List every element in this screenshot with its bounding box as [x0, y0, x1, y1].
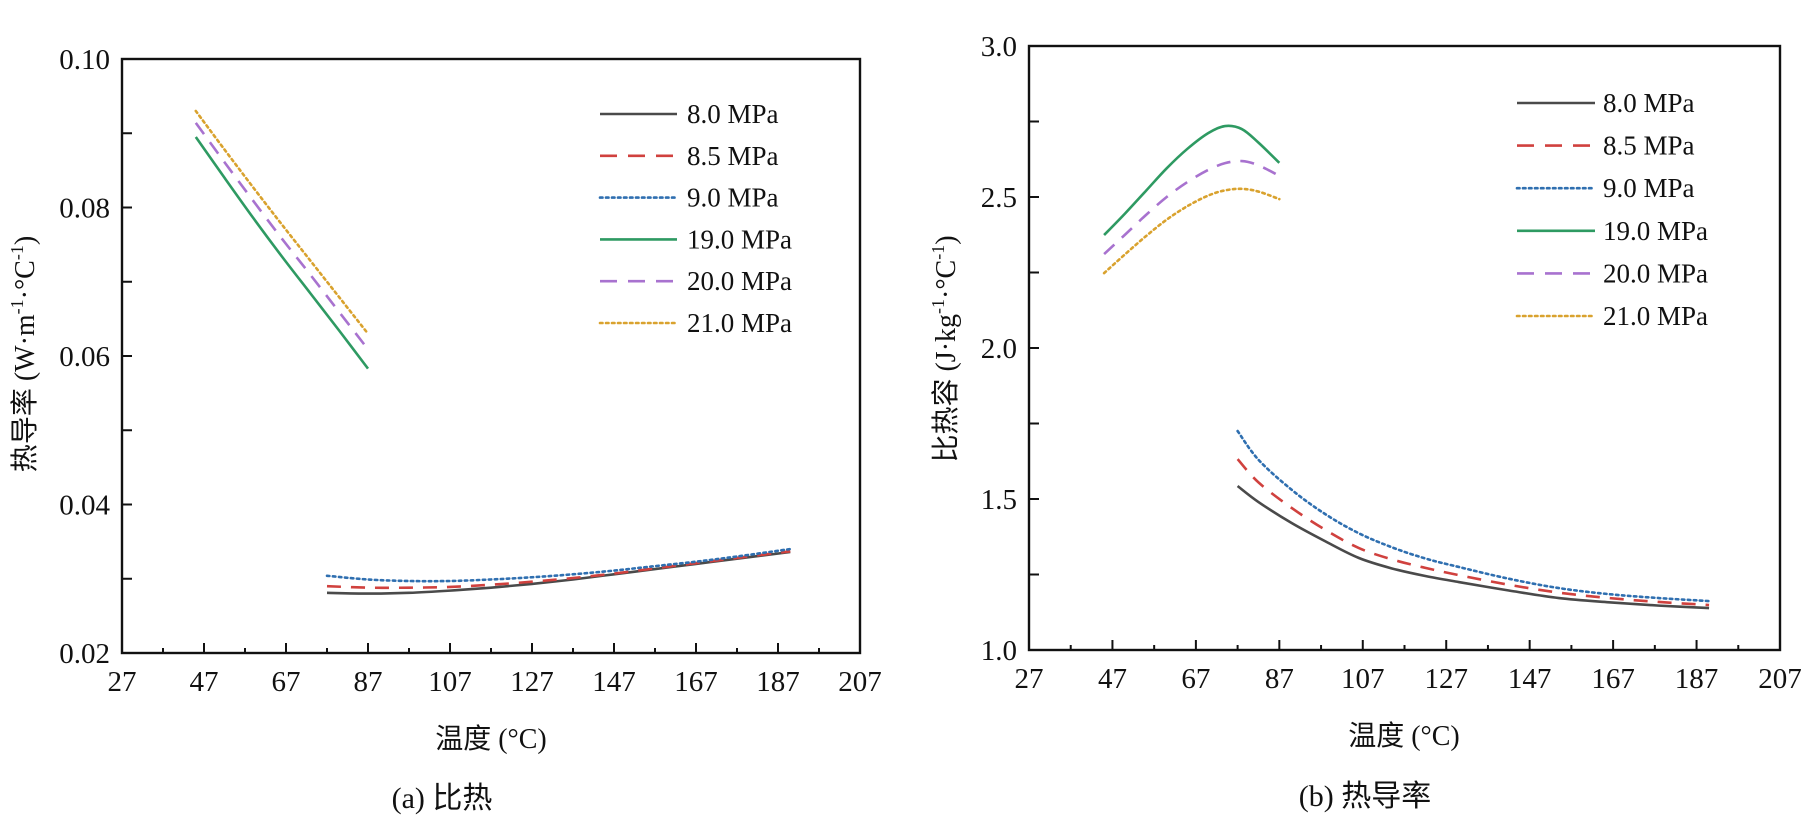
x-tick-label: 207: [1758, 663, 1802, 695]
legend-label: 19.0 MPa: [687, 224, 792, 254]
x-tick-label: 187: [1675, 663, 1719, 695]
x-tick-label: 87: [354, 666, 383, 698]
series-line-8_5-MPa: [1236, 458, 1710, 607]
y-axis-title-a-end: ): [10, 236, 41, 245]
y-tick-label: 1.5: [981, 484, 1017, 516]
series-line-19_0-MPa: [1103, 124, 1281, 236]
y-tick-label: 0.06: [59, 341, 110, 373]
x-tick-label: 47: [1098, 663, 1127, 695]
x-tick-label: 67: [1181, 663, 1210, 695]
series-line-8_0-MPa: [1236, 484, 1710, 610]
x-tick-label: 107: [428, 666, 472, 698]
y-tick-label: 1.0: [981, 635, 1017, 667]
y-axis-title-b-main: 比热容 (J·kg: [930, 314, 962, 463]
y-tick-label: 0.10: [59, 44, 110, 76]
x-tick-label: 47: [190, 666, 219, 698]
y-axis-title-a-mid: ·°C: [10, 260, 41, 299]
legend-b: 8.0 MPa 8.5 MPa 9.0 MPa 19.0 MPa 20.0 MPa 21.…: [1515, 88, 1708, 331]
legend-label: 9.0 MPa: [687, 183, 779, 213]
y-axis-title-a: 热导率 (W·m-1·°C-1): [7, 236, 41, 472]
x-tick-label: 127: [510, 666, 554, 698]
y-axis-title-a-sup1: -1: [7, 299, 27, 314]
x-tick-label: 167: [1591, 663, 1635, 695]
x-tick-label: 147: [592, 666, 636, 698]
x-axis-title-a: 温度 (°C): [435, 723, 547, 755]
x-axis-title-b: 温度 (°C): [1348, 720, 1460, 752]
series-line-21_0-MPa: [1102, 187, 1281, 275]
axis-ticks-b: [1028, 45, 1781, 651]
y-axis-title-a-main: 热导率 (W·m: [9, 314, 41, 472]
x-tick-label: 147: [1508, 663, 1552, 695]
series-line-20_0-MPa: [1103, 159, 1280, 256]
series-line-19_0-MPa: [194, 136, 370, 370]
legend-label: 9.0 MPa: [1603, 173, 1695, 203]
x-tick-label: 87: [1265, 663, 1294, 695]
x-tick-label: 107: [1341, 663, 1385, 695]
caption-b: (b) 热导率: [1299, 780, 1431, 813]
y-axis-title-b: 比热容 (J·kg-1·°C-1): [928, 235, 962, 462]
series-line-9_0-MPa: [325, 547, 792, 583]
legend-a: 8.0 MPa 8.5 MPa 9.0 MPa 19.0 MPa 20.0 MPa 21.…: [598, 99, 792, 338]
series-line-8_5-MPa: [326, 549, 791, 590]
legend-label: 8.5 MPa: [687, 141, 779, 171]
y-axis-title-b-end: ): [931, 235, 962, 244]
y-axis-title-a-sup2: -1: [7, 245, 27, 260]
x-tick-labels-b: 27 47 67 87 107 127 147 167 187 207: [1015, 663, 1802, 695]
chart-panel-b: 1.01.52.02.53.0 27 47 67 87 107 127 147 167 187 2…: [928, 31, 1802, 813]
y-tick-label: 3.0: [981, 31, 1017, 63]
x-tick-label: 27: [108, 666, 137, 698]
y-tick-label: 2.5: [981, 182, 1017, 214]
axis-ticks-a: [121, 58, 861, 654]
y-tick-labels-b: 1.0 1.5 2.0 2.5 3.0: [981, 31, 1017, 667]
x-tick-label: 127: [1424, 663, 1468, 695]
x-tick-labels-a: 27 47 67 87 107 127 147 167 187 207: [108, 666, 882, 698]
y-tick-label: 2.0: [981, 333, 1017, 365]
caption-a: (a) 比热: [392, 782, 493, 815]
y-tick-label: 0.02: [59, 638, 110, 670]
series-line-9_0-MPa: [1236, 429, 1711, 603]
legend-label: 21.0 MPa: [1603, 301, 1708, 331]
y-axis-title-b-sup2: -1: [928, 245, 948, 260]
legend-label: 8.5 MPa: [1603, 131, 1695, 161]
y-axis-title-b-sup1: -1: [928, 299, 948, 314]
x-tick-label: 167: [674, 666, 718, 698]
y-tick-label: 0.08: [59, 193, 110, 225]
y-axis-title-b-mid: ·°C: [931, 260, 962, 299]
y-tick-label: 0.04: [59, 490, 110, 522]
chart-panel-a: 0.02 0.04 0.06 0.08 0.10 27 47 67 87 107 127 147 16…: [7, 44, 882, 815]
x-tick-label: 67: [272, 666, 301, 698]
legend-label: 20.0 MPa: [1603, 258, 1708, 288]
legend-label: 19.0 MPa: [1603, 216, 1708, 246]
legend-label: 20.0 MPa: [687, 266, 792, 296]
legend-label: 8.0 MPa: [687, 99, 779, 129]
x-tick-label: 27: [1015, 663, 1044, 695]
series-line-21_0-MPa: [194, 109, 370, 336]
legend-label: 21.0 MPa: [687, 308, 792, 338]
y-tick-labels-a: 0.02 0.04 0.06 0.08 0.10: [59, 44, 110, 670]
legend-label: 8.0 MPa: [1603, 88, 1695, 118]
series-line-20_0-MPa: [194, 122, 370, 351]
plot-area-a: [194, 109, 792, 595]
x-tick-label: 207: [838, 666, 882, 698]
x-tick-label: 187: [756, 666, 800, 698]
plot-area-b: [1102, 124, 1711, 610]
